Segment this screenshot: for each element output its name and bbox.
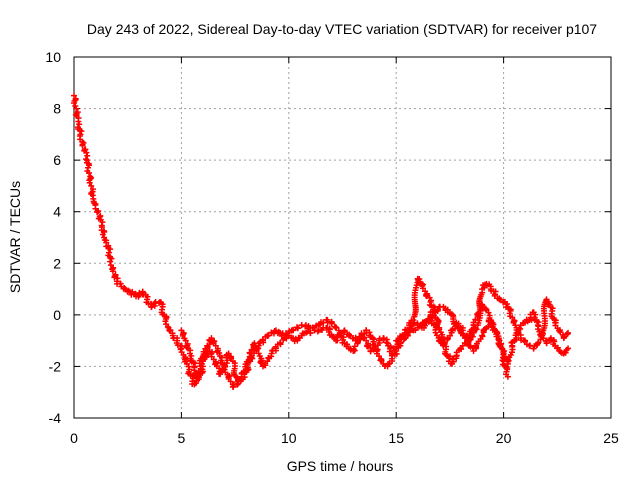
data-point: [244, 362, 251, 369]
data-point: [513, 324, 520, 331]
data-point: [405, 328, 412, 335]
data-point: [75, 118, 82, 125]
data-point: [328, 320, 335, 327]
axis-ticks: [73, 56, 612, 419]
data-point: [216, 350, 223, 357]
data-point: [560, 333, 567, 340]
data-point: [99, 231, 106, 238]
data-point: [257, 359, 264, 366]
data-point: [182, 337, 189, 344]
data-point: [277, 339, 284, 346]
data-point: [415, 324, 422, 331]
data-point: [72, 96, 79, 103]
y-tick-labels: -4 -2 0 2 4 6 8 10: [45, 49, 61, 426]
data-point: [383, 339, 390, 346]
data-point: [218, 354, 225, 361]
y-tick-label: 0: [53, 307, 61, 323]
data-point: [504, 373, 511, 380]
data-point: [290, 326, 297, 333]
x-tick-label: 25: [603, 430, 619, 446]
x-axis-title: GPS time / hours: [287, 458, 394, 474]
grid-lines: [74, 57, 611, 418]
plot-frame: [73, 56, 612, 419]
y-tick-label: 2: [53, 255, 61, 271]
y-tick-label: 10: [45, 49, 61, 65]
data-point: [187, 357, 194, 364]
data-point: [73, 105, 80, 112]
data-point: [202, 348, 209, 355]
data-point: [453, 322, 460, 329]
data-point: [71, 92, 77, 99]
data-point: [177, 346, 184, 353]
data-point: [371, 342, 378, 349]
data-point: [350, 346, 357, 353]
data-point: [86, 179, 93, 186]
data-series: [393, 303, 511, 380]
data-point: [380, 335, 387, 342]
data-point: [78, 128, 85, 135]
data-point: [314, 328, 321, 335]
x-tick-label: 15: [388, 430, 404, 446]
y-tick-label: 4: [53, 204, 61, 220]
data-point: [79, 142, 86, 149]
data-point: [434, 321, 441, 328]
data-point: [479, 332, 486, 339]
data-point: [307, 330, 314, 337]
data-point: [410, 317, 417, 324]
data-point: [86, 170, 93, 177]
data-point: [363, 327, 370, 334]
data-point: [565, 329, 572, 336]
data-point: [192, 380, 199, 387]
data-point: [82, 156, 89, 163]
x-tick-label: 20: [496, 430, 512, 446]
data-point: [304, 328, 311, 335]
data-point: [565, 345, 572, 352]
x-tick-label: 10: [281, 430, 297, 446]
data-point: [416, 275, 423, 282]
x-tick-label: 0: [70, 430, 78, 446]
data-point: [315, 322, 322, 329]
data-point: [88, 182, 95, 189]
data-point: [107, 246, 114, 253]
data-points: [71, 92, 572, 391]
data-series: [178, 275, 572, 391]
data-point: [71, 99, 78, 106]
data-point: [221, 366, 228, 373]
data-point: [83, 149, 90, 156]
y-axis-title: SDTVAR / TECUs: [7, 181, 23, 293]
x-tick-labels: 0 5 10 15 20 25: [70, 430, 619, 446]
data-point: [485, 309, 492, 316]
data-point: [504, 300, 511, 307]
data-point: [94, 209, 101, 216]
data-point: [76, 121, 83, 128]
y-tick-label: -4: [49, 410, 62, 426]
data-point: [109, 268, 116, 275]
data-point: [363, 337, 370, 344]
data-point: [294, 325, 301, 332]
x-tick-label: 5: [178, 430, 186, 446]
data-point: [111, 274, 118, 281]
data-point: [449, 356, 456, 363]
y-tick-label: -2: [49, 358, 62, 374]
data-point: [265, 332, 272, 339]
chart-title: Day 243 of 2022, Sidereal Day-to-day VTE…: [87, 21, 597, 37]
y-tick-label: 8: [53, 101, 61, 117]
y-tick-label: 6: [53, 152, 61, 168]
data-point: [325, 329, 332, 336]
